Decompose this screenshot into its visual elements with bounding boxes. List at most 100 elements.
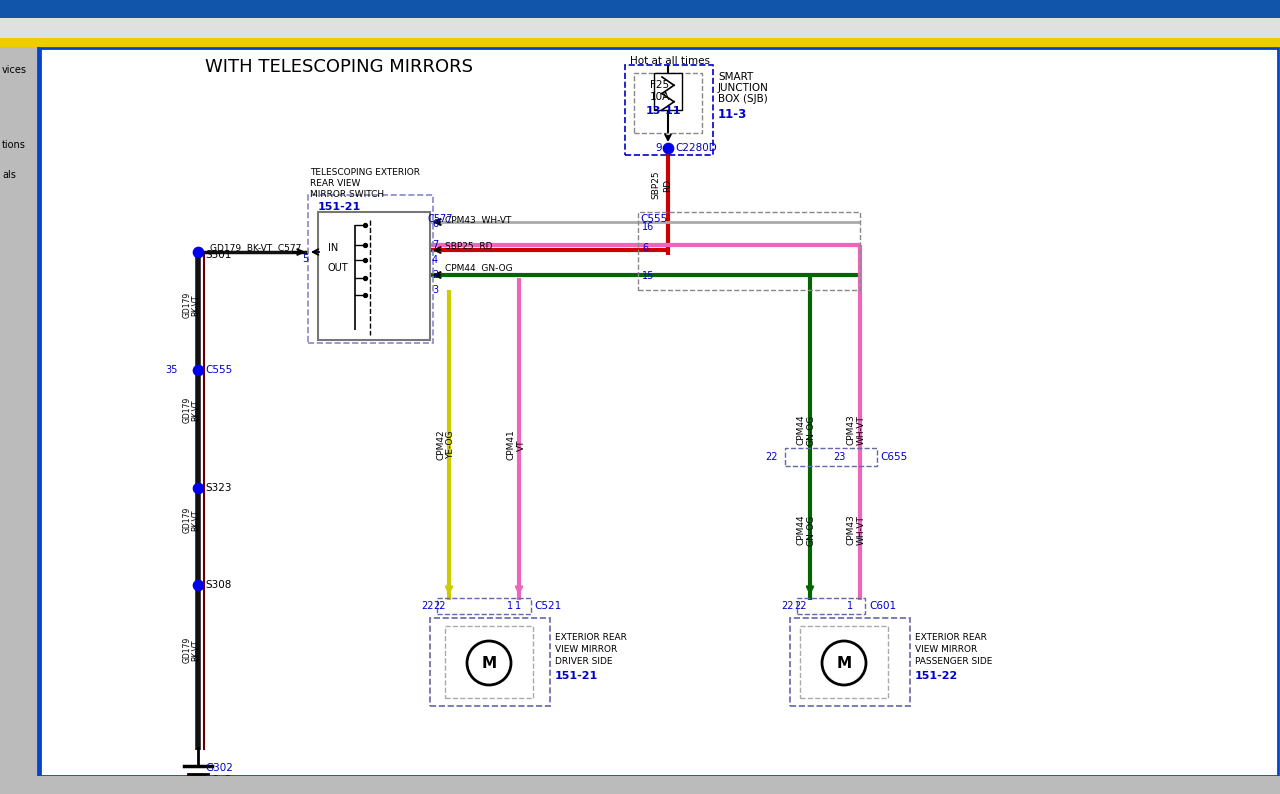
Text: als: als xyxy=(3,170,15,180)
Bar xyxy=(790,618,910,706)
Bar xyxy=(625,65,713,155)
Point xyxy=(355,253,375,266)
Point xyxy=(188,245,209,258)
Text: 35: 35 xyxy=(165,365,178,375)
Point xyxy=(355,272,375,284)
Text: Exit: Exit xyxy=(40,782,59,792)
Text: 23: 23 xyxy=(833,452,845,462)
Text: C555: C555 xyxy=(205,365,232,375)
Text: 2: 2 xyxy=(433,270,438,280)
Bar xyxy=(0,0,38,794)
Circle shape xyxy=(467,641,511,685)
Text: tions: tions xyxy=(3,140,26,150)
Point xyxy=(658,141,678,154)
Bar xyxy=(430,618,550,706)
Text: BK-VT: BK-VT xyxy=(192,639,201,661)
Text: CPM42: CPM42 xyxy=(436,430,445,461)
Text: 151-21: 151-21 xyxy=(317,202,361,212)
Text: REAR VIEW: REAR VIEW xyxy=(310,179,361,188)
Text: IN: IN xyxy=(328,243,338,253)
Text: DRIVER SIDE: DRIVER SIDE xyxy=(556,657,613,666)
Text: CPM43: CPM43 xyxy=(846,414,855,445)
Text: PASSENGER SIDE: PASSENGER SIDE xyxy=(915,657,992,666)
Text: 22: 22 xyxy=(433,601,445,611)
Text: M: M xyxy=(481,656,497,670)
Text: GN-OG: GN-OG xyxy=(806,414,815,445)
Text: YE-OG: YE-OG xyxy=(447,431,456,459)
Text: VT: VT xyxy=(517,439,526,451)
Text: 1: 1 xyxy=(515,601,521,611)
Text: Contents: Contents xyxy=(79,23,124,33)
Text: C555: C555 xyxy=(640,214,667,224)
Text: 22: 22 xyxy=(781,601,794,611)
Text: GD179  BK-VT  C577: GD179 BK-VT C577 xyxy=(210,244,301,253)
Text: JUNCTION: JUNCTION xyxy=(718,83,769,93)
Bar xyxy=(436,598,531,614)
Text: 16: 16 xyxy=(643,222,654,232)
Text: 22: 22 xyxy=(421,601,434,611)
Text: 100%: 100% xyxy=(155,23,183,33)
Circle shape xyxy=(822,641,867,685)
Bar xyxy=(0,18,1280,38)
Point xyxy=(188,482,209,495)
Text: CPM44  GN-OG: CPM44 GN-OG xyxy=(445,264,512,273)
Text: C577: C577 xyxy=(428,214,453,224)
Text: OUT: OUT xyxy=(328,263,348,273)
Text: Hot at all times: Hot at all times xyxy=(630,56,710,66)
Text: vices: vices xyxy=(3,65,27,75)
Text: BOX (SJB): BOX (SJB) xyxy=(718,94,768,104)
Text: 1: 1 xyxy=(507,601,513,611)
Text: 6: 6 xyxy=(643,243,648,253)
Text: 1: 1 xyxy=(847,601,854,611)
Text: 151-22: 151-22 xyxy=(915,671,959,681)
Bar xyxy=(637,212,860,290)
Text: F25: F25 xyxy=(650,80,669,90)
Text: SBP25  RD: SBP25 RD xyxy=(445,242,493,251)
Bar xyxy=(785,448,877,466)
Text: GN-OG: GN-OG xyxy=(806,515,815,545)
Text: S323: S323 xyxy=(205,483,232,493)
Point xyxy=(188,364,209,376)
Text: S308: S308 xyxy=(205,580,232,590)
Text: MIRROR SWITCH: MIRROR SWITCH xyxy=(310,190,384,199)
Text: BK-VT: BK-VT xyxy=(192,295,201,316)
Text: 151-21: 151-21 xyxy=(556,671,598,681)
Text: SMART: SMART xyxy=(718,72,753,82)
Bar xyxy=(308,195,433,343)
Text: C2280D: C2280D xyxy=(675,143,717,153)
Text: CPM41: CPM41 xyxy=(507,430,516,461)
Point xyxy=(355,218,375,231)
Text: RD: RD xyxy=(663,179,672,191)
Text: 10-9: 10-9 xyxy=(205,775,233,785)
Text: WITH TELESCOPING MIRRORS: WITH TELESCOPING MIRRORS xyxy=(205,58,474,76)
Point xyxy=(355,289,375,302)
Text: 7: 7 xyxy=(433,240,438,250)
Bar xyxy=(0,0,1280,18)
Bar xyxy=(797,598,865,614)
Bar xyxy=(445,626,532,698)
Text: VIEW MIRROR: VIEW MIRROR xyxy=(556,645,617,654)
Text: BK-VT: BK-VT xyxy=(192,399,201,421)
Bar xyxy=(317,212,430,340)
Text: C521: C521 xyxy=(534,601,561,611)
Text: WH-VT: WH-VT xyxy=(856,515,865,545)
Text: CPM43: CPM43 xyxy=(846,515,855,545)
Text: G302: G302 xyxy=(205,763,233,773)
Bar xyxy=(654,73,682,110)
Text: CPM44: CPM44 xyxy=(796,515,805,545)
Text: GD179: GD179 xyxy=(183,637,192,663)
Text: Done: Done xyxy=(5,782,31,792)
Text: BK-VT: BK-VT xyxy=(192,509,201,530)
Text: GD179: GD179 xyxy=(183,292,192,318)
Text: 13-11: 13-11 xyxy=(646,106,681,116)
Text: 2008 F Super Duty 250-550 - Power Mirrors (124-5): 2008 F Super Duty 250-550 - Power Mirror… xyxy=(5,4,256,14)
Text: 10A: 10A xyxy=(650,92,671,102)
Text: 22: 22 xyxy=(765,452,777,462)
Text: Page 5: Page 5 xyxy=(225,23,259,33)
Text: 11-3: 11-3 xyxy=(718,108,748,121)
Text: CPM43  WH-VT: CPM43 WH-VT xyxy=(445,216,512,225)
Point xyxy=(355,239,375,252)
Text: GD179: GD179 xyxy=(183,397,192,423)
Point xyxy=(188,579,209,592)
Text: WH-VT: WH-VT xyxy=(856,415,865,445)
